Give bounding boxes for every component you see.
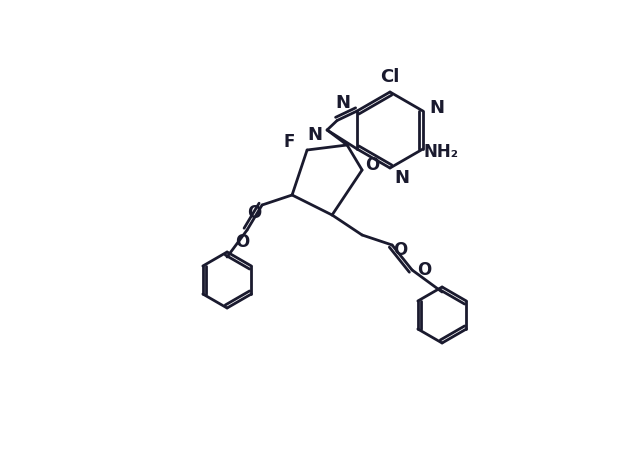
Text: O: O — [247, 204, 261, 222]
Text: Cl: Cl — [380, 68, 400, 86]
Text: O: O — [393, 241, 407, 259]
Text: NH₂: NH₂ — [424, 143, 458, 161]
Text: N: N — [429, 99, 444, 117]
Text: O: O — [417, 261, 431, 279]
Text: F: F — [284, 133, 295, 151]
Text: N: N — [308, 126, 323, 144]
Text: O: O — [235, 233, 249, 251]
Text: O: O — [365, 156, 380, 174]
Text: N: N — [335, 94, 351, 112]
Text: N: N — [394, 169, 410, 187]
